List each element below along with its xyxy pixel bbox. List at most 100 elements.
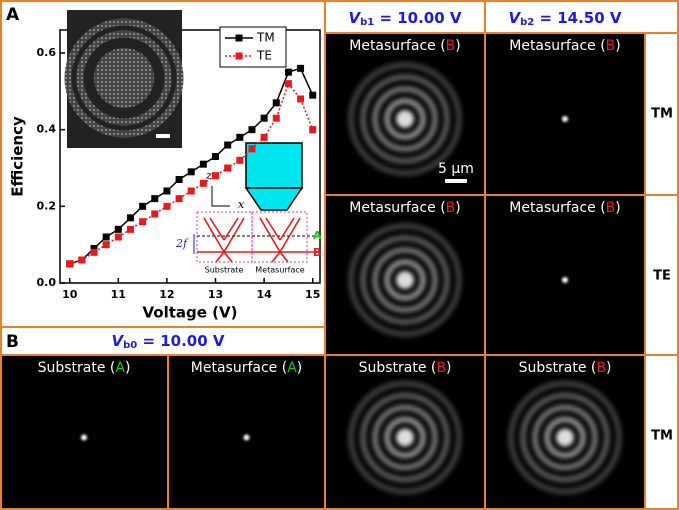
marker xyxy=(297,95,305,103)
marker xyxy=(297,64,305,72)
image-label: Substrate (B) xyxy=(359,360,452,376)
marker xyxy=(139,202,147,210)
image-panel xyxy=(168,355,325,510)
ring xyxy=(532,404,598,471)
ring-pattern xyxy=(508,380,622,495)
inset-label: 2f xyxy=(175,237,189,250)
marker xyxy=(309,126,317,134)
image-panel xyxy=(0,355,168,510)
image-label-part: Substrate ( xyxy=(519,360,597,376)
marker xyxy=(272,114,280,122)
image-label-part: ) xyxy=(125,360,130,376)
x-tick-label: 15 xyxy=(305,288,320,301)
marker xyxy=(224,164,232,172)
y-axis-label: Efficiency xyxy=(9,116,27,197)
marker xyxy=(212,172,220,180)
series-line xyxy=(69,82,314,265)
image-label: Metasurface (B) xyxy=(349,38,461,54)
inset-label: Metasurface xyxy=(255,266,305,275)
image-label-part: Metasurface ( xyxy=(349,200,445,216)
image-label-part: ) xyxy=(615,38,620,54)
image-label-part: ) xyxy=(455,38,460,54)
marker xyxy=(126,225,134,233)
marker xyxy=(66,260,74,268)
ring xyxy=(384,98,426,140)
image-label-part: Metasurface ( xyxy=(509,200,605,216)
ring xyxy=(360,235,450,325)
x-axis-label: Voltage (V) xyxy=(143,304,238,322)
marker xyxy=(272,99,280,107)
x-tick-label: 14 xyxy=(256,288,272,301)
image-layer: Metasurface (B) Metasurface (B)Metasurfac… xyxy=(0,33,645,510)
inset-label: z xyxy=(205,169,212,182)
image-label-part: B xyxy=(606,38,616,54)
y-tick-label: 0.4 xyxy=(37,123,57,136)
row-label: TM xyxy=(651,107,673,122)
metasurface-box xyxy=(251,211,308,263)
marker xyxy=(248,145,256,153)
image-label-part: A xyxy=(115,360,125,376)
image-label-part: B xyxy=(436,360,446,376)
inset-label: x xyxy=(238,198,245,211)
image-label: Substrate (A) xyxy=(38,360,131,376)
marker xyxy=(151,195,159,203)
marker xyxy=(114,233,122,241)
x-tick-label: 11 xyxy=(111,288,126,301)
legend-marker xyxy=(235,52,243,60)
image-panel xyxy=(485,33,645,195)
marker xyxy=(139,218,147,226)
image-label-part: Metasurface ( xyxy=(509,38,605,54)
marker xyxy=(187,187,195,195)
panel-label: A xyxy=(6,5,20,25)
spot xyxy=(562,277,568,283)
inset-label: B xyxy=(313,246,321,259)
y-tick-label: 0.6 xyxy=(37,46,57,59)
row-label: TE xyxy=(653,269,671,284)
image-label-part: Metasurface ( xyxy=(349,38,445,54)
axes-icon xyxy=(211,186,230,207)
image-label: Metasurface (B) xyxy=(509,38,621,54)
marker xyxy=(175,195,183,203)
header-symbol: V xyxy=(348,9,361,27)
marker xyxy=(284,80,292,88)
ring xyxy=(372,247,438,313)
marker xyxy=(236,156,244,164)
image-label: Metasurface (B) xyxy=(349,200,461,216)
ring xyxy=(348,62,462,176)
y-tick-label: 0.2 xyxy=(37,199,57,212)
sem-scale-bar xyxy=(156,134,170,138)
inset-label: Substrate xyxy=(205,266,244,275)
ring xyxy=(520,392,610,483)
spot xyxy=(81,434,87,441)
marker xyxy=(212,153,220,160)
x-tick-label: 12 xyxy=(159,288,174,301)
legend-marker xyxy=(235,34,243,42)
sem-ring xyxy=(76,30,172,126)
spot xyxy=(243,434,250,441)
ring-pattern xyxy=(348,223,462,337)
image-label-part: ) xyxy=(297,360,302,376)
ring xyxy=(544,416,586,459)
image-label-part: A xyxy=(287,360,297,376)
y-tick-label: 0.0 xyxy=(37,276,57,289)
ring xyxy=(348,223,462,337)
marker xyxy=(102,241,110,249)
legend-box xyxy=(219,26,287,68)
panel-label: B xyxy=(6,332,19,352)
image-label-part: B xyxy=(446,200,456,216)
row-label: TM xyxy=(651,429,673,444)
ring xyxy=(360,392,450,483)
ring xyxy=(372,86,438,152)
marker xyxy=(199,179,207,187)
marker xyxy=(114,225,122,233)
ring xyxy=(372,404,438,471)
image-label-part: Substrate ( xyxy=(38,360,116,376)
marker xyxy=(309,91,317,99)
image-label-part: Substrate ( xyxy=(359,360,437,376)
spot xyxy=(562,116,568,122)
x-tick-label: 13 xyxy=(208,288,223,301)
header-sub: b0 xyxy=(123,340,137,351)
marker xyxy=(163,202,171,210)
ring-center xyxy=(396,428,414,447)
